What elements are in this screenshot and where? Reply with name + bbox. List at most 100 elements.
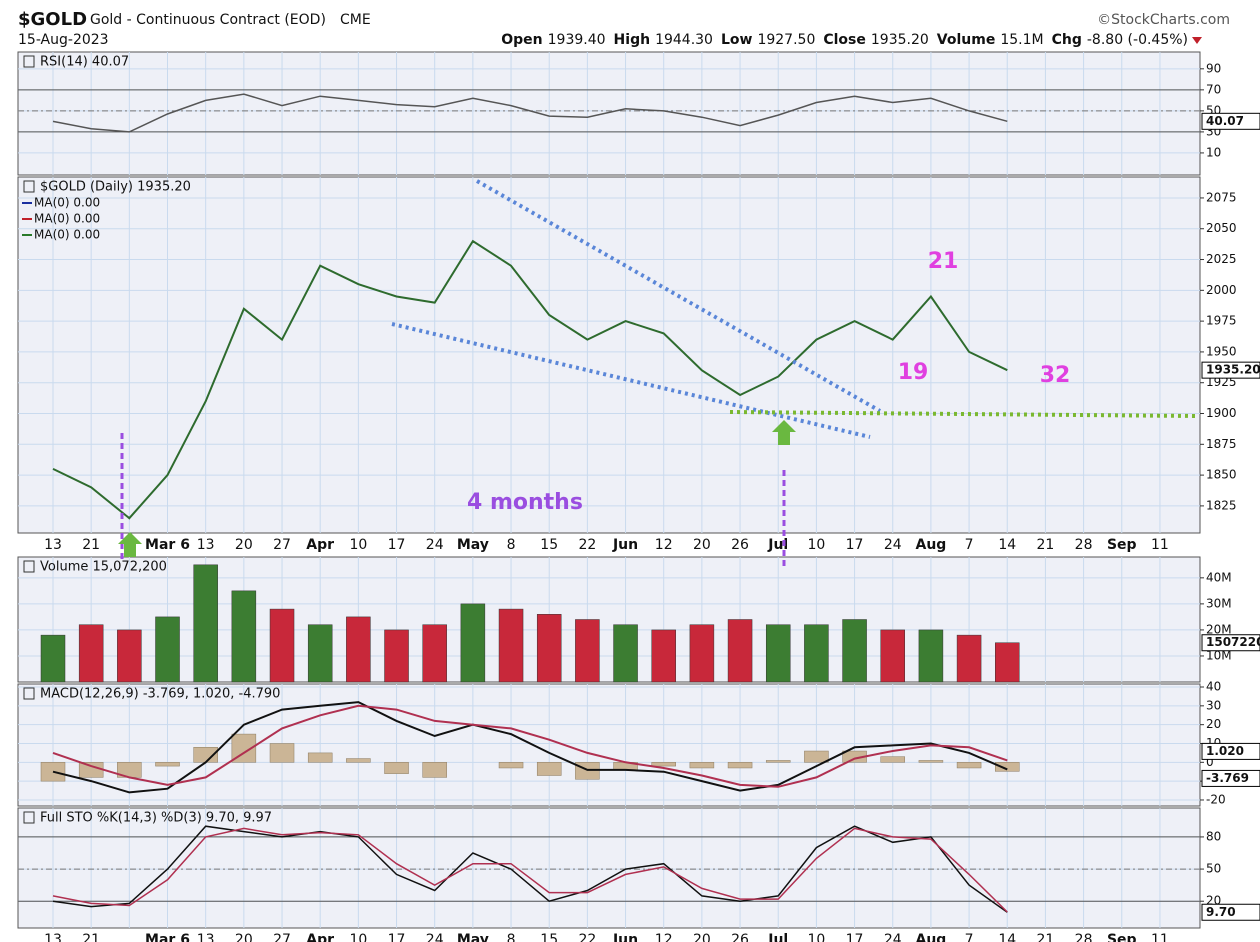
x-tick-label: 12: [655, 537, 673, 553]
y-tick-label: 40M: [1206, 570, 1232, 584]
stat-value: 1939.40: [548, 32, 606, 48]
x-tick-label: 24: [884, 537, 902, 553]
last-value-badge: [1201, 634, 1260, 652]
volume-bar: [842, 619, 867, 683]
x-tick-label: 27: [273, 932, 291, 942]
volume-bar: [384, 629, 409, 683]
x-tick-label: 28: [1075, 932, 1093, 942]
x-tick-label: Aug: [915, 932, 946, 942]
volume-bar: [956, 634, 982, 683]
volume-bar: [651, 629, 676, 683]
x-tick-label: 7: [965, 537, 974, 553]
last-value-badge: [1201, 361, 1260, 379]
x-tick-label: May: [457, 932, 489, 942]
volume-bar: [460, 603, 486, 683]
volume-bar: [689, 624, 715, 683]
x-tick-label: Jun: [612, 537, 638, 553]
series-line: [52, 93, 1008, 133]
histogram-bar: [765, 760, 791, 763]
volume-bar: [765, 624, 791, 683]
volume-bar: [575, 619, 600, 683]
ma-legend-label: MA(0) 0.00: [34, 212, 100, 226]
x-tick-label: 20: [235, 932, 253, 942]
histogram-bar: [422, 762, 447, 778]
stat-value: 1935.20: [871, 32, 929, 48]
histogram-bar: [956, 762, 982, 769]
x-tick-label: 14: [998, 537, 1016, 553]
trend-line: [729, 410, 1197, 418]
x-tick-label: 17: [846, 537, 864, 553]
histogram-bar: [536, 762, 562, 776]
histogram-bar: [689, 762, 715, 769]
y-tick-label: 1900: [1206, 406, 1237, 420]
histogram-bar: [384, 762, 409, 774]
y-tick-label: 90: [1206, 61, 1221, 75]
panel-title: Full STO %K(14,3) %D(3) 9.70, 9.97: [40, 811, 272, 826]
stat-label: Chg: [1052, 32, 1082, 48]
x-tick-label: 13: [44, 537, 62, 553]
x-tick-label: 26: [731, 537, 749, 553]
x-tick-label: 8: [507, 932, 516, 942]
stat-value: -8.80 (-0.45%): [1087, 32, 1188, 48]
y-tick-label: 1825: [1206, 498, 1237, 512]
stat-value: 1927.50: [757, 32, 815, 48]
x-tick-label: 28: [1075, 537, 1093, 553]
x-tick-label: 7: [965, 932, 974, 942]
panel: [17, 51, 1201, 176]
stat-label: Low: [721, 32, 753, 48]
x-tick-label: 21: [82, 537, 100, 553]
series-line: [52, 704, 1008, 788]
panel-title: $GOLD (Daily) 1935.20: [40, 180, 191, 195]
y-tick-label: 10M: [1206, 648, 1232, 662]
x-tick-label: 20: [693, 537, 711, 553]
x-tick-label: 17: [388, 932, 406, 942]
x-tick-label: 24: [426, 932, 444, 942]
x-tick-label: 14: [998, 932, 1016, 942]
x-tick-label: 12: [655, 932, 673, 942]
x-tick-label: 13: [197, 932, 215, 942]
histogram-bar: [918, 760, 944, 763]
stat-label: High: [614, 32, 651, 48]
source: ©StockCharts.com: [1097, 12, 1230, 28]
x-tick-label: 13: [44, 932, 62, 942]
y-tick-label: -20: [1206, 792, 1226, 806]
volume-bar: [995, 642, 1020, 683]
series-line: [52, 701, 1008, 794]
trend-line: [476, 179, 881, 413]
volume-bar: [727, 619, 753, 683]
panel: [17, 807, 1201, 929]
histogram-bar: [804, 750, 829, 763]
x-tick-label: 20: [235, 537, 253, 553]
x-tick-label: 21: [82, 932, 100, 942]
stats: Open 1939.40 High 1944.30 Low 1927.50 Close 193…: [501, 32, 1188, 48]
y-tick-label: 20M: [1206, 622, 1232, 636]
volume-bar: [155, 616, 180, 683]
x-tick-label: 21: [1037, 537, 1055, 553]
x-tick-label: 11: [1151, 537, 1169, 553]
volume-bar: [498, 608, 524, 683]
y-tick-label: 0: [1206, 755, 1214, 769]
x-tick-label: Mar 6: [145, 537, 190, 553]
x-tick-label: 27: [273, 537, 291, 553]
histogram-bar: [269, 743, 295, 763]
trend-line: [391, 322, 871, 439]
last-value-label: 1935.20: [1206, 363, 1260, 377]
y-tick-label: 40: [1206, 680, 1221, 694]
last-value-badge: [1201, 903, 1260, 921]
annotation: 19: [898, 360, 929, 385]
y-tick-label: 1975: [1206, 314, 1237, 328]
panel: [17, 683, 1201, 807]
volume-bar: [804, 624, 829, 683]
x-tick-label: 21: [1037, 932, 1055, 942]
x-tick-label: 10: [349, 932, 367, 942]
panel-icon: [23, 687, 35, 700]
volume-bar: [346, 616, 371, 683]
stat-label: Close: [823, 32, 866, 48]
x-tick-label: 22: [578, 932, 596, 942]
y-tick-label: 1925: [1206, 375, 1237, 389]
instrument-name: Gold - Continuous Contract (EOD): [90, 12, 326, 28]
stat-value: 1944.30: [655, 32, 713, 48]
histogram-bar: [498, 762, 524, 769]
y-tick-label: 2025: [1206, 252, 1237, 266]
